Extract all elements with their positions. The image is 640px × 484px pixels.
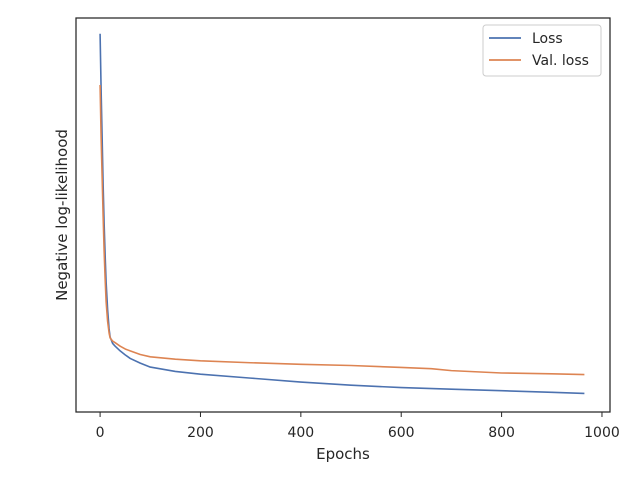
series-line-loss — [99, 33, 585, 395]
plot-area — [99, 33, 585, 395]
series-line-val-loss — [99, 84, 585, 376]
x-tick-label: 600 — [388, 425, 415, 441]
legend-label-val-loss: Val. loss — [532, 53, 589, 69]
x-tick-label: 800 — [488, 425, 515, 441]
legend-label-loss: Loss — [532, 31, 563, 47]
x-axis-title: Epochs — [316, 445, 370, 463]
legend: Loss Val. loss — [482, 24, 602, 77]
x-axis-ticks: 0 200 400 600 800 1000 — [96, 412, 620, 441]
x-tick-label: 400 — [287, 425, 314, 441]
plot-frame — [75, 17, 611, 413]
x-tick-label: 0 — [96, 425, 105, 441]
x-tick-label: 200 — [187, 425, 214, 441]
y-axis-title: Negative log-likelihood — [53, 129, 71, 301]
x-tick-label: 1000 — [584, 425, 620, 441]
